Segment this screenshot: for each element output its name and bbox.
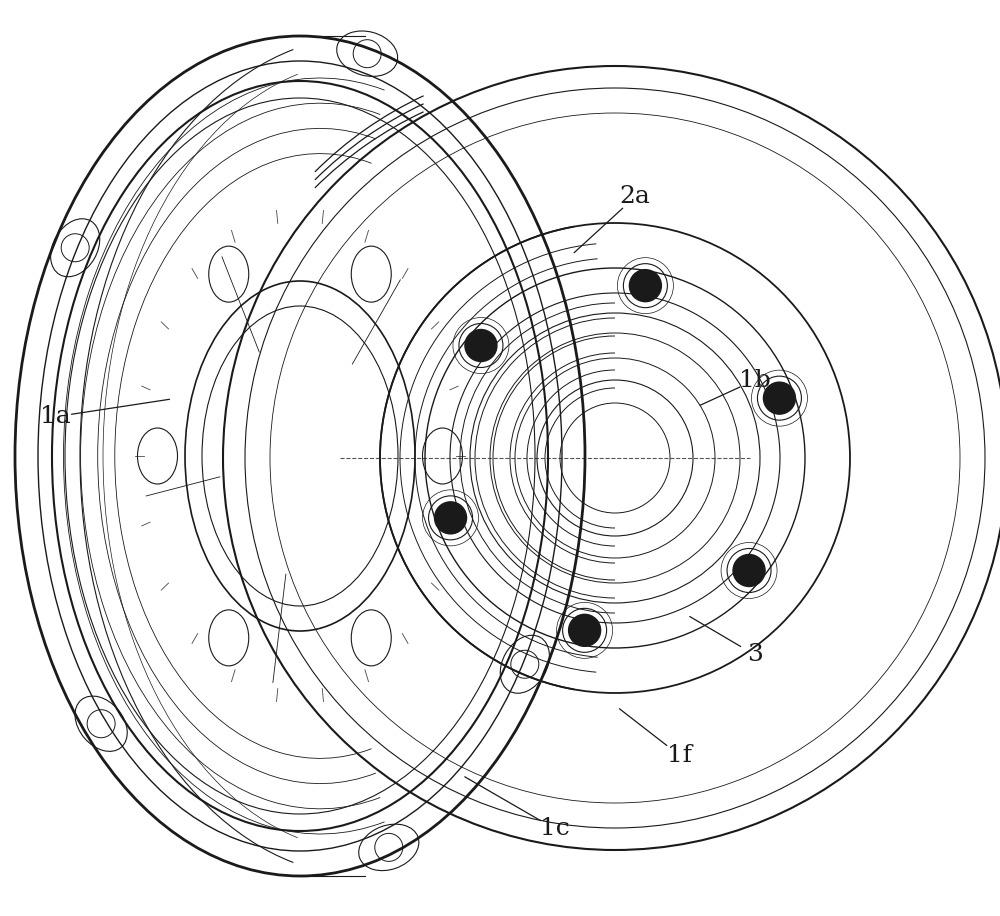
- Text: 1c: 1c: [540, 817, 570, 841]
- Circle shape: [763, 382, 795, 414]
- Text: 1f: 1f: [668, 744, 692, 768]
- Circle shape: [465, 330, 497, 362]
- Text: 1b: 1b: [739, 368, 771, 392]
- Text: 1a: 1a: [40, 405, 70, 429]
- Circle shape: [569, 615, 601, 647]
- Circle shape: [435, 502, 467, 534]
- Text: 2a: 2a: [620, 185, 650, 209]
- Circle shape: [629, 269, 661, 301]
- Circle shape: [733, 554, 765, 586]
- Text: 3: 3: [747, 643, 763, 667]
